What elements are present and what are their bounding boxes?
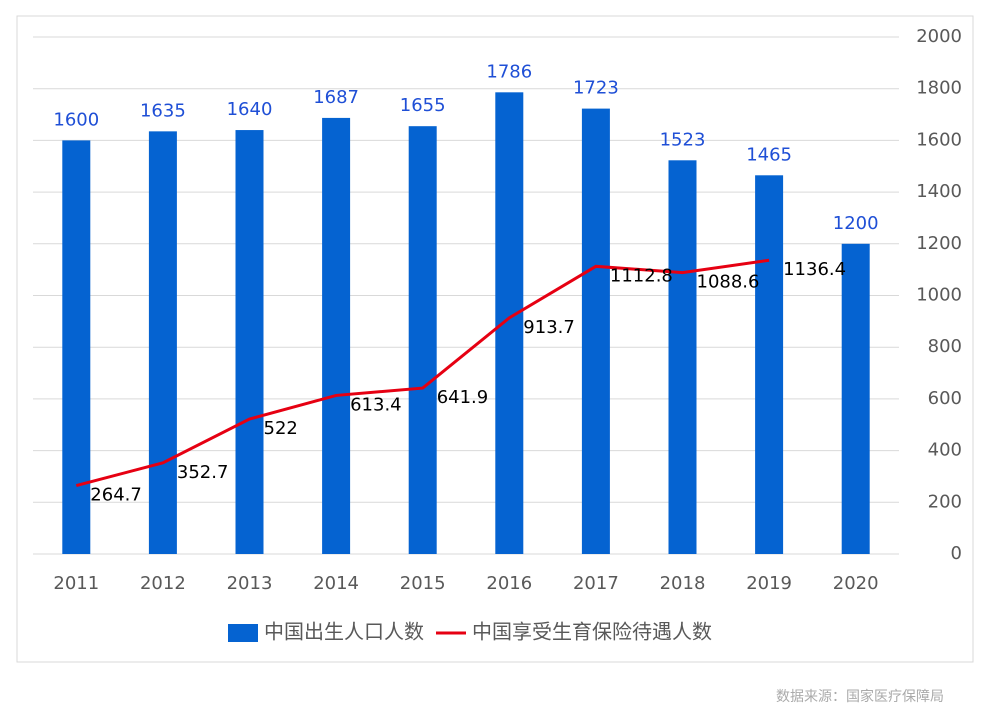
line-value-label: 522 [264, 418, 298, 439]
line-value-label: 641.9 [437, 387, 489, 408]
x-tick-label: 2014 [313, 573, 359, 594]
x-tick-label: 2013 [227, 573, 273, 594]
y-tick-label: 600 [928, 388, 962, 409]
x-tick-label: 2016 [486, 573, 532, 594]
line-value-label: 613.4 [350, 394, 402, 415]
bar-value-label: 1786 [486, 61, 532, 82]
bar [62, 140, 91, 554]
bar-value-label: 1465 [746, 144, 792, 165]
y-tick-label: 1800 [916, 78, 962, 99]
x-tick-label: 2011 [53, 573, 99, 594]
y-tick-label: 1400 [916, 181, 962, 202]
line-value-label: 264.7 [90, 485, 142, 506]
line-value-label: 352.7 [177, 462, 229, 483]
x-tick-label: 2019 [746, 573, 792, 594]
y-tick-label: 800 [928, 336, 962, 357]
legend-label: 中国出生人口人数 [264, 620, 424, 644]
bar [235, 130, 264, 554]
y-tick-label: 1600 [916, 129, 962, 150]
x-tick-label: 2018 [660, 573, 706, 594]
bar-value-label: 1723 [573, 78, 619, 99]
bar [322, 117, 351, 555]
source-note: 数据来源：国家医疗保障局 [776, 688, 944, 705]
bar [408, 126, 437, 555]
bar [841, 243, 870, 555]
y-tick-label: 1000 [916, 285, 962, 306]
bar-value-label: 1640 [227, 99, 273, 120]
line-value-label: 1088.6 [697, 272, 760, 293]
legend-swatch [228, 624, 258, 642]
line [75, 258, 770, 488]
bar-value-label: 1655 [400, 95, 446, 116]
bar-value-label: 1523 [660, 129, 706, 150]
line-value-label: 1112.8 [610, 265, 673, 286]
bar-value-label: 1200 [833, 213, 879, 234]
x-tick-label: 2017 [573, 573, 619, 594]
legend-label: 中国享受生育保险待遇人数 [472, 620, 712, 644]
bar-value-label: 1635 [140, 100, 186, 121]
bar [148, 131, 177, 555]
bar [581, 108, 610, 555]
x-tick-label: 2012 [140, 573, 186, 594]
y-tick-label: 0 [951, 543, 962, 564]
line-value-label: 1136.4 [783, 259, 846, 280]
bar-value-label: 1600 [53, 109, 99, 130]
bar-value-label: 1687 [313, 87, 359, 108]
y-tick-label: 2000 [916, 26, 962, 47]
bar [668, 160, 697, 554]
y-tick-label: 400 [928, 440, 962, 461]
y-tick-label: 1200 [916, 233, 962, 254]
bar [495, 92, 524, 554]
bar [755, 175, 784, 555]
x-tick-label: 2015 [400, 573, 446, 594]
line-value-label: 913.7 [523, 317, 575, 338]
x-tick-label: 2020 [833, 573, 879, 594]
y-tick-label: 200 [928, 491, 962, 512]
